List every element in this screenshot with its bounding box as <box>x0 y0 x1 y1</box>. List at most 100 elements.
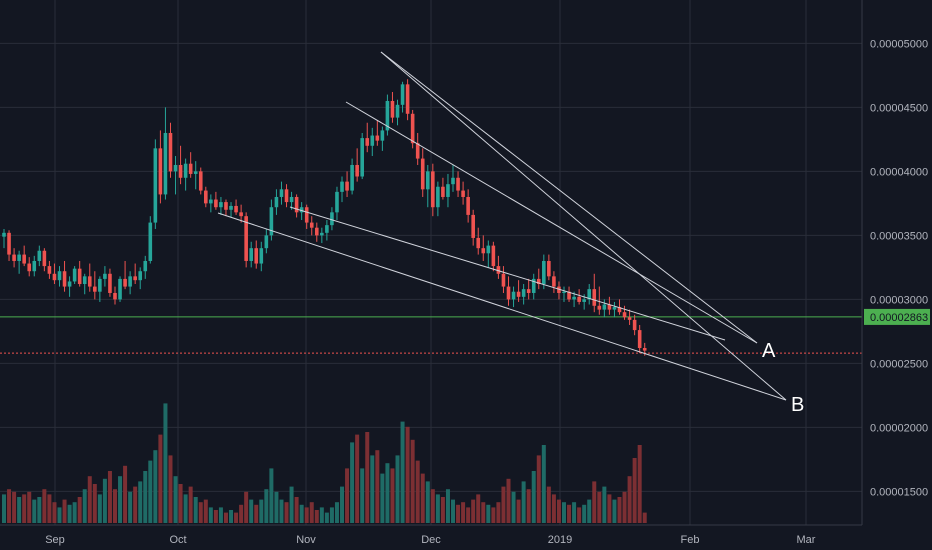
candle-body <box>304 207 309 223</box>
candle-body <box>123 278 127 287</box>
trendline-inner-a[interactable] <box>345 101 758 344</box>
volume-bar <box>324 512 329 523</box>
volume-bar <box>178 484 183 523</box>
volume-bar <box>67 504 72 523</box>
candle-body <box>314 227 319 236</box>
candle-body <box>138 271 143 281</box>
volume-bar <box>112 489 117 523</box>
volume-bar <box>587 499 592 523</box>
volume-bar <box>133 486 138 523</box>
volume-bar <box>239 504 244 523</box>
volume-bar <box>536 455 541 523</box>
trendline-upper-b[interactable] <box>380 51 787 401</box>
x-tick-label: Nov <box>296 534 316 546</box>
volume-bar <box>223 512 228 523</box>
candle-body <box>254 248 259 264</box>
candle-body <box>32 260 37 272</box>
candle-body <box>375 135 380 141</box>
volume-bar <box>198 502 203 523</box>
candle-body <box>108 273 112 293</box>
candle-body <box>562 291 566 293</box>
trendline-lower-b[interactable] <box>217 212 787 401</box>
candle-body <box>607 304 612 310</box>
candle-body <box>214 199 218 208</box>
volume-bar <box>12 491 17 523</box>
candle-body <box>320 232 324 236</box>
volume-bar <box>506 478 511 523</box>
candle-body <box>567 291 571 300</box>
volume-bar <box>491 507 496 523</box>
candle-body <box>274 196 279 208</box>
volume-bar <box>430 489 435 523</box>
volume-bar <box>173 476 178 523</box>
volume-bar <box>597 491 602 523</box>
candle-body <box>632 319 637 331</box>
x-tick-label: Oct <box>169 534 186 546</box>
candle-body <box>526 289 531 293</box>
annotation-a: A <box>762 340 776 362</box>
candle-body <box>385 100 390 131</box>
candle-body <box>289 196 294 203</box>
candle-body <box>617 307 622 313</box>
volume-bar <box>138 481 143 523</box>
axes <box>0 0 863 526</box>
volume-bar <box>390 468 395 523</box>
volume-bar <box>249 499 254 523</box>
volume-bar <box>617 497 622 523</box>
candle-body <box>592 289 597 306</box>
volume-bar <box>32 499 37 523</box>
candle-body <box>340 181 344 192</box>
candle-body <box>42 250 47 267</box>
candle-body <box>637 330 642 349</box>
volume-bar <box>445 489 450 523</box>
volume-bar <box>425 481 430 523</box>
volume-bar <box>62 499 67 523</box>
candle-body <box>602 304 607 310</box>
candle-body <box>87 276 92 287</box>
candle-body <box>82 276 87 285</box>
candle-body <box>612 307 617 310</box>
candle-body <box>37 250 42 261</box>
candle-body <box>259 248 264 264</box>
candle-body <box>506 286 511 300</box>
volume-bar <box>299 504 304 523</box>
candle-body <box>622 312 627 318</box>
volume-bar <box>345 468 350 523</box>
candle-body <box>22 254 26 264</box>
volume-bar <box>329 507 334 523</box>
candle-body <box>188 163 193 174</box>
trendlines[interactable] <box>217 51 787 401</box>
candle-body <box>431 171 435 208</box>
current-price-tag: 0.00002863 <box>864 308 930 325</box>
current-price-label: 0.00002863 <box>870 312 928 324</box>
volume-bar <box>481 502 486 523</box>
volume-bar <box>203 499 208 523</box>
candle-body <box>113 292 117 300</box>
candle-body <box>264 235 269 249</box>
candle-body <box>355 164 359 177</box>
volume-bar <box>627 476 632 523</box>
volume-bar <box>168 455 173 523</box>
volume-bar <box>435 494 440 523</box>
trendline-lower-inner[interactable] <box>289 206 726 341</box>
volume-bar <box>314 510 319 523</box>
candle-body <box>390 100 395 118</box>
candle-body <box>642 348 647 351</box>
volume-bar <box>541 445 546 523</box>
trendline-upper-a[interactable] <box>380 51 758 344</box>
y-tick-label: 0.00002500 <box>870 358 928 370</box>
volume-bar <box>612 499 617 523</box>
candle-body <box>17 254 21 261</box>
volume-bar <box>637 445 642 523</box>
volume-bar <box>415 460 420 523</box>
candle-body <box>420 158 425 190</box>
candle-body <box>77 268 82 285</box>
volume-bar <box>526 489 531 523</box>
volume-bar <box>118 476 123 523</box>
y-tick-label: 0.00002000 <box>870 422 928 434</box>
candle-body <box>249 248 254 261</box>
volume-bar <box>602 486 607 523</box>
volume-bar <box>440 497 445 523</box>
volume-bar <box>244 491 249 523</box>
